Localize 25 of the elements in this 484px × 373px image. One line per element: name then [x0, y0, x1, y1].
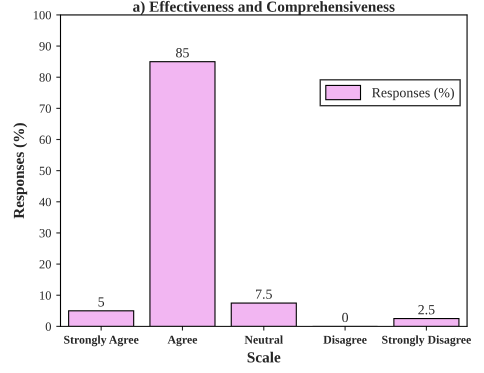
y-tick-label: 90: [39, 42, 51, 51]
data-label: 2.5: [418, 305, 435, 314]
y-tick-label: 80: [39, 73, 51, 82]
x-axis-title: Scale: [248, 352, 280, 363]
x-tick-label: Neutral: [244, 335, 283, 344]
y-tick-label: 30: [40, 228, 51, 238]
legend-label: Responses (%): [372, 88, 454, 100]
y-tick-label: 100: [34, 10, 51, 20]
x-tick-label: Agree: [168, 336, 198, 346]
x-tick-label: Strongly Disagree: [382, 335, 471, 346]
y-tick-label: 60: [40, 136, 51, 144]
data-label: 5: [98, 297, 104, 307]
y-axis-title: Responses (%): [13, 123, 28, 219]
x-tick-label: Disagree: [323, 335, 367, 346]
y-tick-label: 50: [40, 166, 51, 176]
data-label: 0: [342, 312, 348, 322]
y-tick-label: 70: [40, 104, 51, 113]
y-tick-label: 40: [39, 198, 51, 206]
y-tick-label: 10: [40, 291, 51, 300]
chart-title: a) Effectiveness and Comprehensiveness: [133, 0, 395, 15]
data-label: 7.5: [256, 290, 272, 299]
data-label: 85: [176, 48, 189, 58]
x-tick-label: Strongly Agree: [64, 335, 139, 346]
y-tick-label: 20: [40, 260, 51, 269]
y-tick-label: 0: [46, 322, 51, 331]
